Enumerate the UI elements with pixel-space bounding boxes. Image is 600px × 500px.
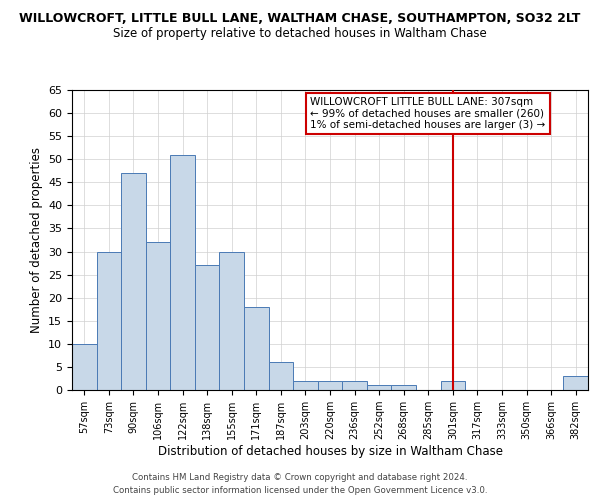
Text: Size of property relative to detached houses in Waltham Chase: Size of property relative to detached ho…: [113, 28, 487, 40]
Bar: [121, 173, 146, 390]
Text: Contains HM Land Registry data © Crown copyright and database right 2024.: Contains HM Land Registry data © Crown c…: [132, 472, 468, 482]
Bar: [220, 252, 244, 390]
Bar: [244, 307, 269, 390]
Text: WILLOWCROFT LITTLE BULL LANE: 307sqm
← 99% of detached houses are smaller (260)
: WILLOWCROFT LITTLE BULL LANE: 307sqm ← 9…: [310, 97, 545, 130]
Bar: [391, 386, 416, 390]
Bar: [269, 362, 293, 390]
Bar: [97, 252, 121, 390]
Text: WILLOWCROFT, LITTLE BULL LANE, WALTHAM CHASE, SOUTHAMPTON, SO32 2LT: WILLOWCROFT, LITTLE BULL LANE, WALTHAM C…: [19, 12, 581, 26]
Bar: [293, 381, 318, 390]
Bar: [146, 242, 170, 390]
Bar: [170, 154, 195, 390]
Bar: [440, 381, 465, 390]
X-axis label: Distribution of detached houses by size in Waltham Chase: Distribution of detached houses by size …: [157, 445, 503, 458]
Bar: [195, 266, 220, 390]
Y-axis label: Number of detached properties: Number of detached properties: [29, 147, 43, 333]
Bar: [563, 376, 588, 390]
Bar: [342, 381, 367, 390]
Bar: [367, 386, 391, 390]
Text: Contains public sector information licensed under the Open Government Licence v3: Contains public sector information licen…: [113, 486, 487, 495]
Bar: [318, 381, 342, 390]
Bar: [72, 344, 97, 390]
